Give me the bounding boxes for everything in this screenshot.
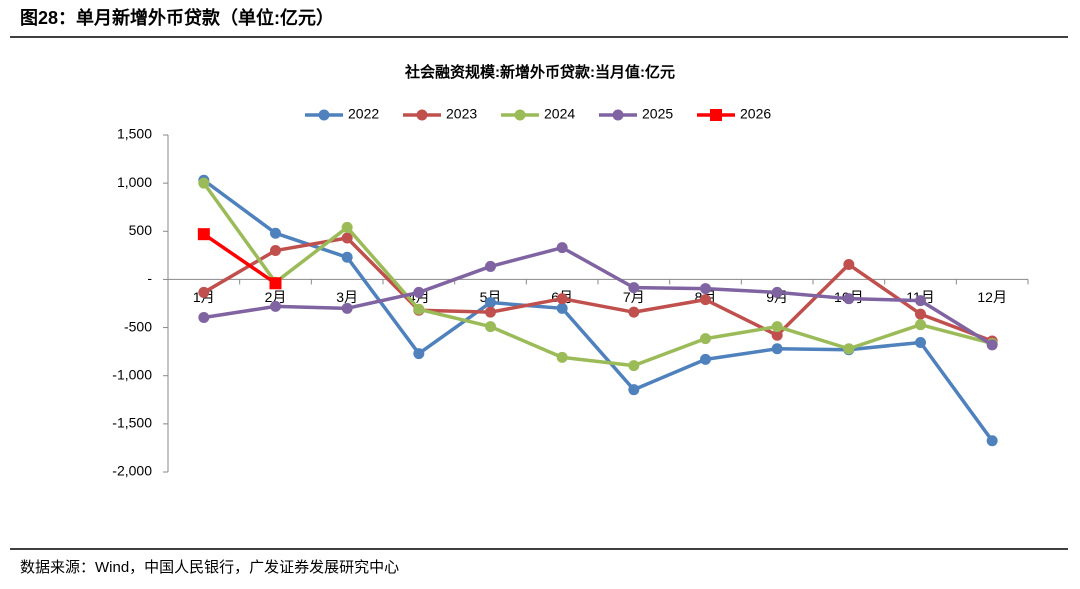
data-point (556, 302, 568, 314)
y-tick-label: - (147, 270, 152, 286)
data-point (270, 245, 281, 257)
y-tick-label: 1,000 (117, 174, 152, 190)
series-line (203, 245, 994, 347)
data-point (915, 336, 926, 348)
data-point (843, 259, 855, 271)
data-point (198, 311, 210, 323)
legend-label: 2025 (642, 106, 673, 122)
data-point (341, 232, 353, 244)
legend-label: 2023 (446, 106, 477, 122)
data-point (341, 302, 353, 314)
data-point (269, 277, 282, 290)
series-line (202, 236, 993, 343)
data-point (413, 303, 425, 315)
data-point (413, 348, 425, 360)
data-point (843, 343, 855, 355)
y-tick-label: -1,500 (112, 415, 152, 431)
legend-marker (612, 109, 624, 121)
data-point (270, 300, 281, 312)
data-point (198, 286, 210, 298)
legend-marker (318, 109, 330, 121)
data-point (485, 321, 496, 333)
data-point (915, 308, 926, 320)
data-point (198, 177, 210, 189)
data-point (915, 295, 926, 307)
data-point (556, 293, 568, 305)
data-point (628, 282, 640, 294)
legend-marker (710, 109, 722, 121)
data-point (628, 384, 640, 396)
series-line (202, 178, 994, 442)
data-point (700, 294, 711, 306)
data-point (628, 360, 640, 372)
series-line (202, 182, 993, 368)
x-tick-label: 2月 (265, 289, 287, 305)
data-point (556, 351, 568, 363)
data-point (556, 242, 568, 254)
x-tick-label: 7月 (623, 289, 645, 305)
data-point (915, 319, 926, 331)
legend-label: 2022 (348, 106, 379, 122)
data-point (771, 286, 783, 298)
series-line (202, 232, 277, 285)
data-point (700, 333, 711, 345)
data-point (485, 306, 496, 318)
data-point (270, 227, 281, 239)
data-point (771, 321, 783, 333)
figure-title: 图28：单月新增外币贷款（单位:亿元） (20, 7, 334, 28)
y-tick-label: 1,500 (117, 126, 152, 142)
y-tick-label: 500 (129, 222, 153, 238)
data-point (700, 353, 711, 365)
legend-label: 2026 (740, 106, 771, 122)
y-tick-label: -500 (124, 318, 152, 334)
y-tick-label: -1,000 (112, 366, 152, 382)
source-note: 数据来源：Wind，中国人民银行，广发证券发展研究中心 (20, 559, 399, 576)
data-point (843, 293, 855, 305)
legend-marker (514, 109, 526, 121)
x-tick-label: 12月 (977, 289, 1007, 305)
data-point (485, 260, 496, 272)
chart-title: 社会融资规模:新增外币贷款:当月值:亿元 (404, 63, 675, 81)
legend-label: 2024 (544, 106, 575, 122)
data-point (771, 329, 783, 341)
legend-marker (416, 109, 428, 121)
data-point (628, 306, 640, 318)
data-point (986, 339, 998, 351)
data-point (986, 435, 998, 447)
data-point (485, 297, 496, 309)
data-point (700, 283, 711, 295)
data-point (341, 221, 353, 233)
data-point (771, 343, 783, 355)
data-point (413, 286, 425, 298)
x-tick-label: 3月 (336, 289, 358, 305)
data-point (197, 228, 210, 241)
data-point (341, 251, 353, 263)
y-tick-label: -2,000 (112, 463, 152, 479)
